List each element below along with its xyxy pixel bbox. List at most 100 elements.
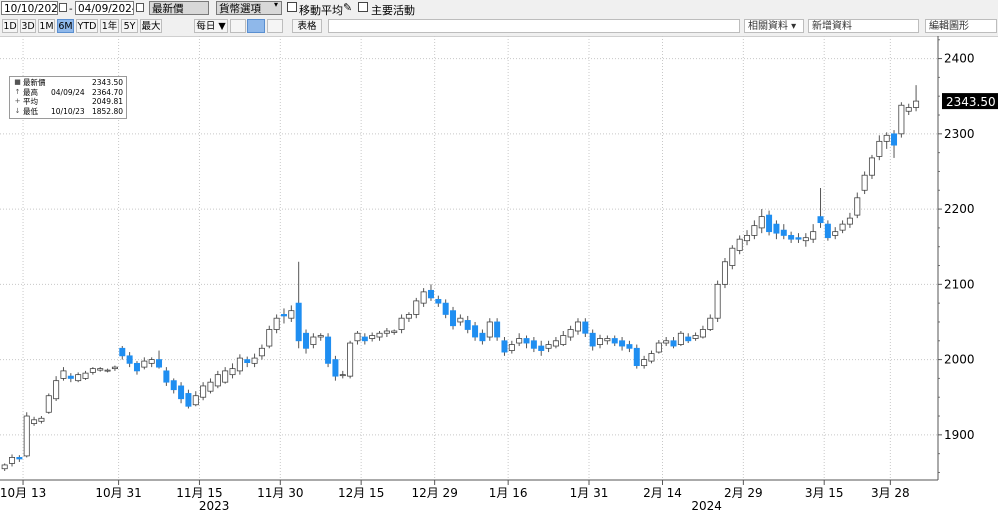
candle-body bbox=[854, 197, 861, 216]
currency-chevron-down-icon[interactable]: ▾ bbox=[274, 0, 279, 9]
candle-body bbox=[773, 223, 780, 234]
major-events-label: 主要活動 bbox=[371, 4, 415, 17]
candle-body bbox=[685, 336, 692, 342]
candle-body bbox=[868, 157, 875, 176]
x-tick-label: 11月 30 bbox=[257, 486, 303, 500]
pencil-icon[interactable]: ✎ bbox=[343, 1, 353, 14]
candle-body bbox=[427, 289, 434, 299]
candle-body bbox=[1, 464, 8, 470]
field-select[interactable]: 最新價 bbox=[149, 1, 209, 15]
candle-body bbox=[82, 372, 89, 379]
candles bbox=[1, 85, 920, 471]
candle-body bbox=[214, 374, 221, 387]
candle-body bbox=[67, 375, 74, 379]
period-button-6[interactable]: 5Y bbox=[121, 19, 138, 33]
candle-body bbox=[633, 347, 640, 367]
candle-body bbox=[391, 330, 398, 333]
candle-body bbox=[876, 140, 883, 157]
currency-select[interactable]: 貨幣選項 bbox=[216, 1, 282, 15]
candle-body bbox=[721, 261, 728, 285]
candle-body bbox=[619, 340, 626, 347]
candle-body bbox=[846, 217, 853, 225]
option-button-1[interactable] bbox=[230, 19, 246, 33]
candle-body bbox=[133, 362, 140, 372]
period-toolbar: 1D 3D 1M 6M YTD 1年 5Y 最大 每日 ▼ 表格 相關資料 ▾ 新增資料 編輯… bbox=[0, 17, 998, 37]
candle-body bbox=[38, 417, 45, 422]
period-button-0[interactable]: 1D bbox=[2, 19, 18, 33]
candle-body bbox=[891, 133, 898, 146]
candle-body bbox=[530, 340, 537, 349]
candle-body bbox=[670, 340, 677, 347]
candle-body bbox=[31, 419, 38, 424]
candle-body bbox=[626, 344, 633, 349]
edit-chart-button[interactable]: 編輯圖形 bbox=[925, 19, 997, 33]
y-tick-label: 2100 bbox=[944, 277, 975, 291]
square-icon: ■ bbox=[14, 78, 21, 86]
candle-body bbox=[736, 238, 743, 251]
legend-value: 2049.81 bbox=[91, 97, 123, 106]
period-button-3[interactable]: 6M bbox=[57, 19, 74, 33]
candle-body bbox=[464, 320, 471, 330]
candle-body bbox=[655, 342, 662, 353]
search-bar[interactable] bbox=[328, 19, 740, 33]
up-arrow-icon: ↑ bbox=[14, 87, 21, 96]
candle-body bbox=[501, 340, 508, 353]
candle-body bbox=[663, 340, 670, 344]
candle-body bbox=[707, 317, 714, 330]
candle-body bbox=[97, 368, 104, 371]
candle-body bbox=[354, 332, 361, 342]
start-calendar-icon[interactable] bbox=[59, 3, 67, 12]
period-button-7[interactable]: 最大 bbox=[140, 19, 162, 33]
candle-body bbox=[361, 336, 368, 342]
candle-body bbox=[45, 395, 52, 413]
candle-body bbox=[442, 302, 449, 315]
candle-body bbox=[538, 345, 545, 351]
period-button-1[interactable]: 3D bbox=[20, 19, 36, 33]
candle-body bbox=[75, 374, 82, 382]
end-date-input[interactable]: 04/09/2024 bbox=[75, 1, 134, 15]
related-data-button[interactable]: 相關資料 ▾ bbox=[744, 19, 804, 33]
news-data-field[interactable]: 新增資料 bbox=[808, 19, 919, 33]
grid-lines bbox=[0, 36, 938, 480]
candle-body bbox=[332, 359, 339, 377]
x-axis: 10月 13 10月 31 11月 15 11月 30 12月 15 12月 29 1月 1… bbox=[0, 479, 938, 511]
down-arrow-icon: ↓ bbox=[14, 106, 21, 115]
major-events-checkbox[interactable] bbox=[358, 2, 368, 12]
y-tick-label: 1900 bbox=[944, 428, 975, 442]
candle-body bbox=[126, 355, 133, 364]
end-calendar-icon[interactable] bbox=[136, 3, 144, 12]
candle-body bbox=[751, 225, 758, 236]
legend-label: 最高 bbox=[23, 87, 38, 97]
legend-label: 平均 bbox=[23, 97, 38, 106]
candle-body bbox=[383, 330, 390, 334]
moving-average-checkbox[interactable] bbox=[287, 2, 297, 12]
x-year-label: 2023 bbox=[199, 499, 230, 511]
candle-body bbox=[523, 338, 530, 344]
candle-body bbox=[339, 374, 346, 377]
candle-body bbox=[258, 347, 265, 357]
table-button[interactable]: 表格 bbox=[292, 19, 322, 33]
x-tick-label: 3月 28 bbox=[871, 486, 910, 500]
candle-body bbox=[273, 317, 280, 330]
top-toolbar: 10/10/2023 - 04/09/2024 最新價 貨幣選項 ▾ 移動平均 … bbox=[0, 0, 998, 17]
candle-body bbox=[141, 360, 148, 368]
legend-date: 04/09/24 bbox=[51, 87, 85, 97]
frequency-select[interactable]: 每日 ▼ bbox=[194, 19, 228, 33]
legend-row: ↑ 最高 04/09/24 2364.70 bbox=[10, 88, 126, 98]
candle-body bbox=[574, 321, 581, 332]
candle-body bbox=[9, 457, 16, 464]
candle-body bbox=[170, 380, 177, 391]
candle-body bbox=[295, 302, 302, 342]
candle-body bbox=[839, 223, 846, 231]
period-button-2[interactable]: 1M bbox=[38, 19, 55, 33]
option-button-3[interactable] bbox=[267, 19, 283, 33]
last-value-label: 2343.50 bbox=[946, 95, 996, 109]
start-date-input[interactable]: 10/10/2023 bbox=[1, 1, 58, 15]
candle-body bbox=[472, 325, 479, 338]
option-button-2[interactable] bbox=[247, 19, 265, 33]
candle-body bbox=[156, 359, 163, 368]
period-button-5[interactable]: 1年 bbox=[100, 19, 119, 33]
candle-body bbox=[780, 229, 787, 236]
x-tick-label: 2月 14 bbox=[643, 486, 682, 500]
period-button-4[interactable]: YTD bbox=[76, 19, 98, 33]
